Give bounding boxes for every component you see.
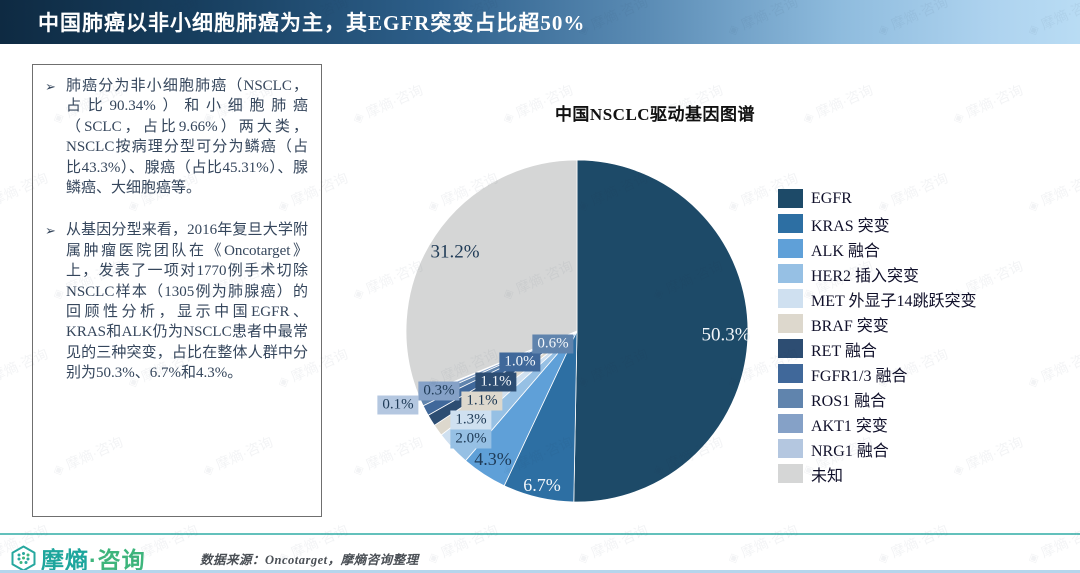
bullet-arrow-icon: ➢ xyxy=(45,223,56,239)
pie-value-label-ALK-: 4.3% xyxy=(474,449,512,469)
title-bar: 中国肺癌以非小细胞肺癌为主，其EGFR突变占比超50% xyxy=(0,0,1080,44)
legend-swatch xyxy=(778,239,803,258)
watermark-mark: ◈ 摩熵·咨询 xyxy=(875,521,951,567)
bottom-edge-strip xyxy=(0,570,1080,573)
data-source-note: 数据来源：Oncotarget，摩熵咨询整理 xyxy=(200,553,419,567)
pie-slice-ROS1- xyxy=(419,330,578,407)
chart-title: 中国NSCLC驱动基因图谱 xyxy=(554,105,756,124)
watermark-mark: ◈ 摩熵·咨询 xyxy=(350,81,426,127)
pie-slice-- xyxy=(405,159,578,397)
chart-legend: EGFR KRAS 突变 ALK 融合 HER2 插入突变 MET 外显子14跳跃突变 B… xyxy=(778,186,977,486)
legend-row: EGFR xyxy=(778,186,977,211)
pie-value-label-RET-: 1.1% xyxy=(475,372,517,392)
pie-slice-MET-14- xyxy=(440,330,578,447)
watermark-mark: ◈ 摩熵·咨询 xyxy=(500,433,576,479)
legend-row: HER2 插入突变 xyxy=(778,261,977,286)
legend-row: AKT1 突变 xyxy=(778,411,977,436)
watermark-mark: ◈ 摩熵·咨询 xyxy=(575,345,651,391)
pie-value-label-BRAF-: 1.1% xyxy=(461,391,503,411)
left-text-panel: ➢ 肺癌分为非小细胞肺癌（NSCLC，占比90.34%）和小细胞肺癌（SCLC，… xyxy=(32,64,322,517)
pie-slice-RET- xyxy=(427,330,578,426)
watermark-mark: ◈ 摩熵·咨询 xyxy=(350,257,426,303)
bullet-item: ➢ 肺癌分为非小细胞肺癌（NSCLC，占比90.34%）和小细胞肺癌（SCLC，… xyxy=(45,76,308,198)
legend-swatch xyxy=(778,439,803,458)
watermark-mark: ◈ 摩熵·咨询 xyxy=(1025,345,1080,391)
legend-label: BRAF 突变 xyxy=(811,317,889,335)
pie-slice-AKT1- xyxy=(418,330,578,401)
pie-value-label-NRG1-: 0.1% xyxy=(377,395,419,415)
legend-swatch xyxy=(778,289,803,308)
legend-swatch xyxy=(778,264,803,283)
legend-swatch xyxy=(778,314,803,333)
legend-label: KRAS 突变 xyxy=(811,217,890,235)
legend-label: 未知 xyxy=(811,467,844,485)
legend-swatch xyxy=(778,364,803,383)
legend-row: NRG1 融合 xyxy=(778,436,977,461)
watermark-mark: ◈ 摩熵·咨询 xyxy=(500,257,576,303)
pie-value-label-HER2-: 2.0% xyxy=(450,429,492,449)
watermark-mark: ◈ 摩熵·咨询 xyxy=(425,521,501,567)
legend-swatch xyxy=(778,339,803,358)
pie-value-label-MET-14-: 1.3% xyxy=(450,410,492,430)
legend-label: HER2 插入突变 xyxy=(811,267,920,285)
pie-slice-BRAF- xyxy=(433,330,578,436)
pie-value-label-KRAS-: 6.7% xyxy=(523,475,561,495)
pie-value-label-ROS1-: 0.6% xyxy=(532,334,574,354)
pie-slice-FGFR1-3- xyxy=(422,330,578,416)
legend-label: AKT1 突变 xyxy=(811,417,888,435)
legend-row: BRAF 突变 xyxy=(778,311,977,336)
footer-divider xyxy=(0,533,1080,535)
watermark-mark: ◈ 摩熵·咨询 xyxy=(1025,521,1080,567)
pie-slice-HER2- xyxy=(449,330,578,462)
bullet-text: 从基因分型来看，2016年复旦大学附属肿瘤医院团队在《Oncotarget》上，… xyxy=(66,222,308,382)
legend-swatch xyxy=(778,389,803,408)
bullet-text: 肺癌分为非小细胞肺癌（NSCLC，占比90.34%）和小细胞肺癌（SCLC，占比… xyxy=(66,78,308,196)
watermark-mark: ◈ 摩熵·咨询 xyxy=(425,345,501,391)
legend-row: RET 融合 xyxy=(778,336,977,361)
pie-slice-KRAS- xyxy=(503,330,578,503)
footer-logo-text: 摩熵·咨询 xyxy=(41,547,146,573)
watermark-mark: ◈ 摩熵·咨询 xyxy=(425,169,501,215)
watermark-mark: ◈ 摩熵·咨询 xyxy=(950,81,1026,127)
watermark-mark: ◈ 摩熵·咨询 xyxy=(650,257,726,303)
legend-row: FGFR1/3 融合 xyxy=(778,361,977,386)
legend-label: RET 融合 xyxy=(811,342,877,360)
legend-row: KRAS 突变 xyxy=(778,211,977,236)
bullet-item: ➢ 从基因分型来看，2016年复旦大学附属肿瘤医院团队在《Oncotarget》… xyxy=(45,220,308,383)
watermark-mark: ◈ 摩熵·咨询 xyxy=(350,433,426,479)
legend-label: FGFR1/3 融合 xyxy=(811,367,908,385)
legend-row: 未知 xyxy=(778,461,977,486)
legend-row: MET 外显子14跳跃突变 xyxy=(778,286,977,311)
legend-swatch xyxy=(778,414,803,433)
legend-row: ALK 融合 xyxy=(778,236,977,261)
pie-value-label--: 31.2% xyxy=(430,241,480,263)
legend-label: ROS1 融合 xyxy=(811,392,887,410)
legend-swatch xyxy=(778,464,803,483)
legend-swatch xyxy=(778,214,803,233)
pie-chart-svg xyxy=(405,159,749,503)
page-title: 中国肺癌以非小细胞肺癌为主，其EGFR突变占比超50% xyxy=(38,11,586,35)
legend-label: NRG1 融合 xyxy=(811,442,889,460)
watermark-mark: ◈ 摩熵·咨询 xyxy=(575,169,651,215)
watermark-mark: ◈ 摩熵·咨询 xyxy=(725,521,801,567)
logo-hexagon-icon xyxy=(11,545,36,571)
pie-slice-ALK- xyxy=(464,330,578,487)
footer-logo: 摩熵·咨询 xyxy=(10,541,146,573)
legend-label: EGFR xyxy=(811,189,852,207)
legend-swatch xyxy=(778,189,803,208)
watermark-mark: ◈ 摩熵·咨询 xyxy=(650,433,726,479)
pie-slice-NRG1- xyxy=(418,330,578,398)
legend-label: MET 外显子14跳跃突变 xyxy=(811,292,977,310)
watermark-mark: ◈ 摩熵·咨询 xyxy=(1025,169,1080,215)
watermark-mark: ◈ 摩熵·咨询 xyxy=(575,521,651,567)
legend-label: ALK 融合 xyxy=(811,242,880,260)
bullet-arrow-icon: ➢ xyxy=(45,79,56,94)
pie-value-label-AKT1-: 0.3% xyxy=(418,381,460,401)
pie-value-label-FGFR1-3-: 1.0% xyxy=(499,352,541,372)
legend-row: ROS1 融合 xyxy=(778,386,977,411)
pie-slice-EGFR xyxy=(573,159,749,503)
pie-value-label-EGFR: 50.3% xyxy=(701,324,751,346)
